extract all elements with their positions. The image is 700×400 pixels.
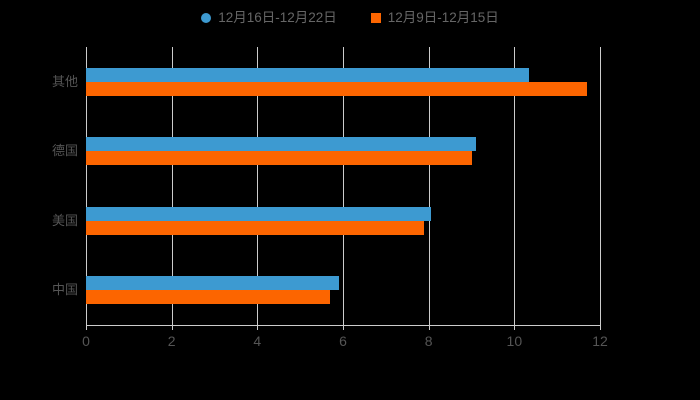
- legend-marker-circle-icon: [201, 13, 212, 23]
- x-tick-mark-0: [86, 325, 87, 330]
- y-axis-label-3: 其他: [51, 73, 78, 89]
- gridline-x-2: [171, 47, 173, 325]
- x-tick-label-2: 2: [167, 333, 176, 349]
- bar-series-1[interactable]: [86, 206, 431, 221]
- bar-series-1[interactable]: [86, 67, 530, 82]
- bar-series-2[interactable]: [86, 151, 472, 166]
- y-axis-label-0: 中国: [51, 282, 78, 298]
- x-tick-mark-6: [343, 325, 344, 330]
- bar-series-2[interactable]: [86, 81, 588, 96]
- gridline-x-12: [600, 47, 601, 325]
- y-axis-label-2: 德国: [51, 143, 78, 159]
- y-axis-category-labels: 中国 美国 德国 其他: [0, 0, 78, 400]
- legend-item-series-2[interactable]: 12月9日-12月15日: [370, 10, 499, 25]
- gridline-x-0: [86, 47, 87, 325]
- x-tick-label-6: 6: [339, 333, 347, 349]
- bar-series-1[interactable]: [86, 137, 476, 152]
- x-tick-mark-8: [428, 325, 430, 330]
- x-tick-label-10: 10: [506, 333, 523, 349]
- bar-series-2[interactable]: [86, 220, 425, 235]
- x-tick-label-0: 0: [82, 333, 90, 349]
- x-tick-mark-2: [171, 325, 173, 330]
- legend-label-series-2: 12月9日-12月15日: [387, 10, 499, 25]
- gridline-x-6: [343, 47, 344, 325]
- chart-legend: 12月16日-12月22日 12月9日-12月15日: [0, 6, 700, 30]
- legend-marker-square-icon: [370, 13, 381, 23]
- x-tick-label-8: 8: [424, 333, 433, 349]
- legend-label-series-1: 12月16日-12月22日: [218, 10, 337, 25]
- x-tick-mark-4: [257, 325, 259, 330]
- x-tick-label-12: 12: [592, 333, 608, 349]
- bar-series-1[interactable]: [86, 276, 339, 291]
- legend-item-series-1[interactable]: 12月16日-12月22日: [201, 11, 337, 25]
- bar-series-2[interactable]: [86, 290, 331, 305]
- y-axis-label-1: 美国: [51, 212, 78, 228]
- gridline-x-8: [428, 47, 430, 325]
- gridline-x-10: [514, 47, 516, 325]
- x-tick-mark-10: [514, 325, 516, 330]
- plot-area: [86, 47, 601, 325]
- x-tick-mark-12: [600, 325, 601, 330]
- gridline-x-4: [257, 47, 259, 325]
- x-tick-label-4: 4: [253, 333, 262, 349]
